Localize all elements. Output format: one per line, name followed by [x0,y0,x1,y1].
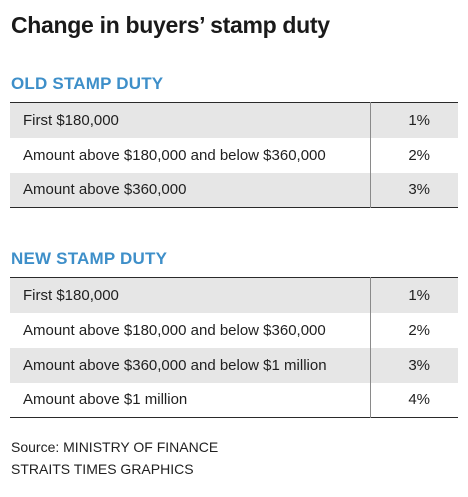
table-row: Amount above $1 million 4% [10,382,458,418]
row-rate: 1% [369,277,458,313]
new-stamp-duty-table: First $180,000 1% Amount above $180,000 … [10,277,458,418]
graphics-credit: STRAITS TIMES GRAPHICS [11,461,194,477]
row-label: First $180,000 [23,286,119,304]
new-stamp-duty-heading: NEW STAMP DUTY [11,249,168,268]
row-rate: 4% [369,382,458,418]
source-note: Source: MINISTRY OF FINANCE [11,439,219,455]
table-row: Amount above $180,000 and below $360,000… [10,312,458,348]
row-rate: 1% [369,102,458,138]
row-label: Amount above $1 million [23,391,188,409]
page-title: Change in buyers’ stamp duty [11,12,330,38]
table-row: Amount above $180,000 and below $360,000… [10,137,458,173]
table-row: Amount above $360,000 3% [10,172,458,208]
row-rate: 3% [369,347,458,383]
row-label: Amount above $180,000 and below $360,000 [23,146,326,164]
row-rate: 2% [369,137,458,173]
table-row: First $180,000 1% [10,277,458,313]
row-label: Amount above $360,000 [23,181,187,199]
old-stamp-duty-table: First $180,000 1% Amount above $180,000 … [10,102,458,208]
row-label: Amount above $360,000 and below $1 milli… [23,356,327,374]
row-rate: 3% [369,172,458,208]
old-stamp-duty-heading: OLD STAMP DUTY [11,74,164,93]
row-rate: 2% [369,312,458,348]
row-label: Amount above $180,000 and below $360,000 [23,321,326,339]
table-row: First $180,000 1% [10,102,458,138]
table-row: Amount above $360,000 and below $1 milli… [10,347,458,383]
row-label: First $180,000 [23,111,119,129]
